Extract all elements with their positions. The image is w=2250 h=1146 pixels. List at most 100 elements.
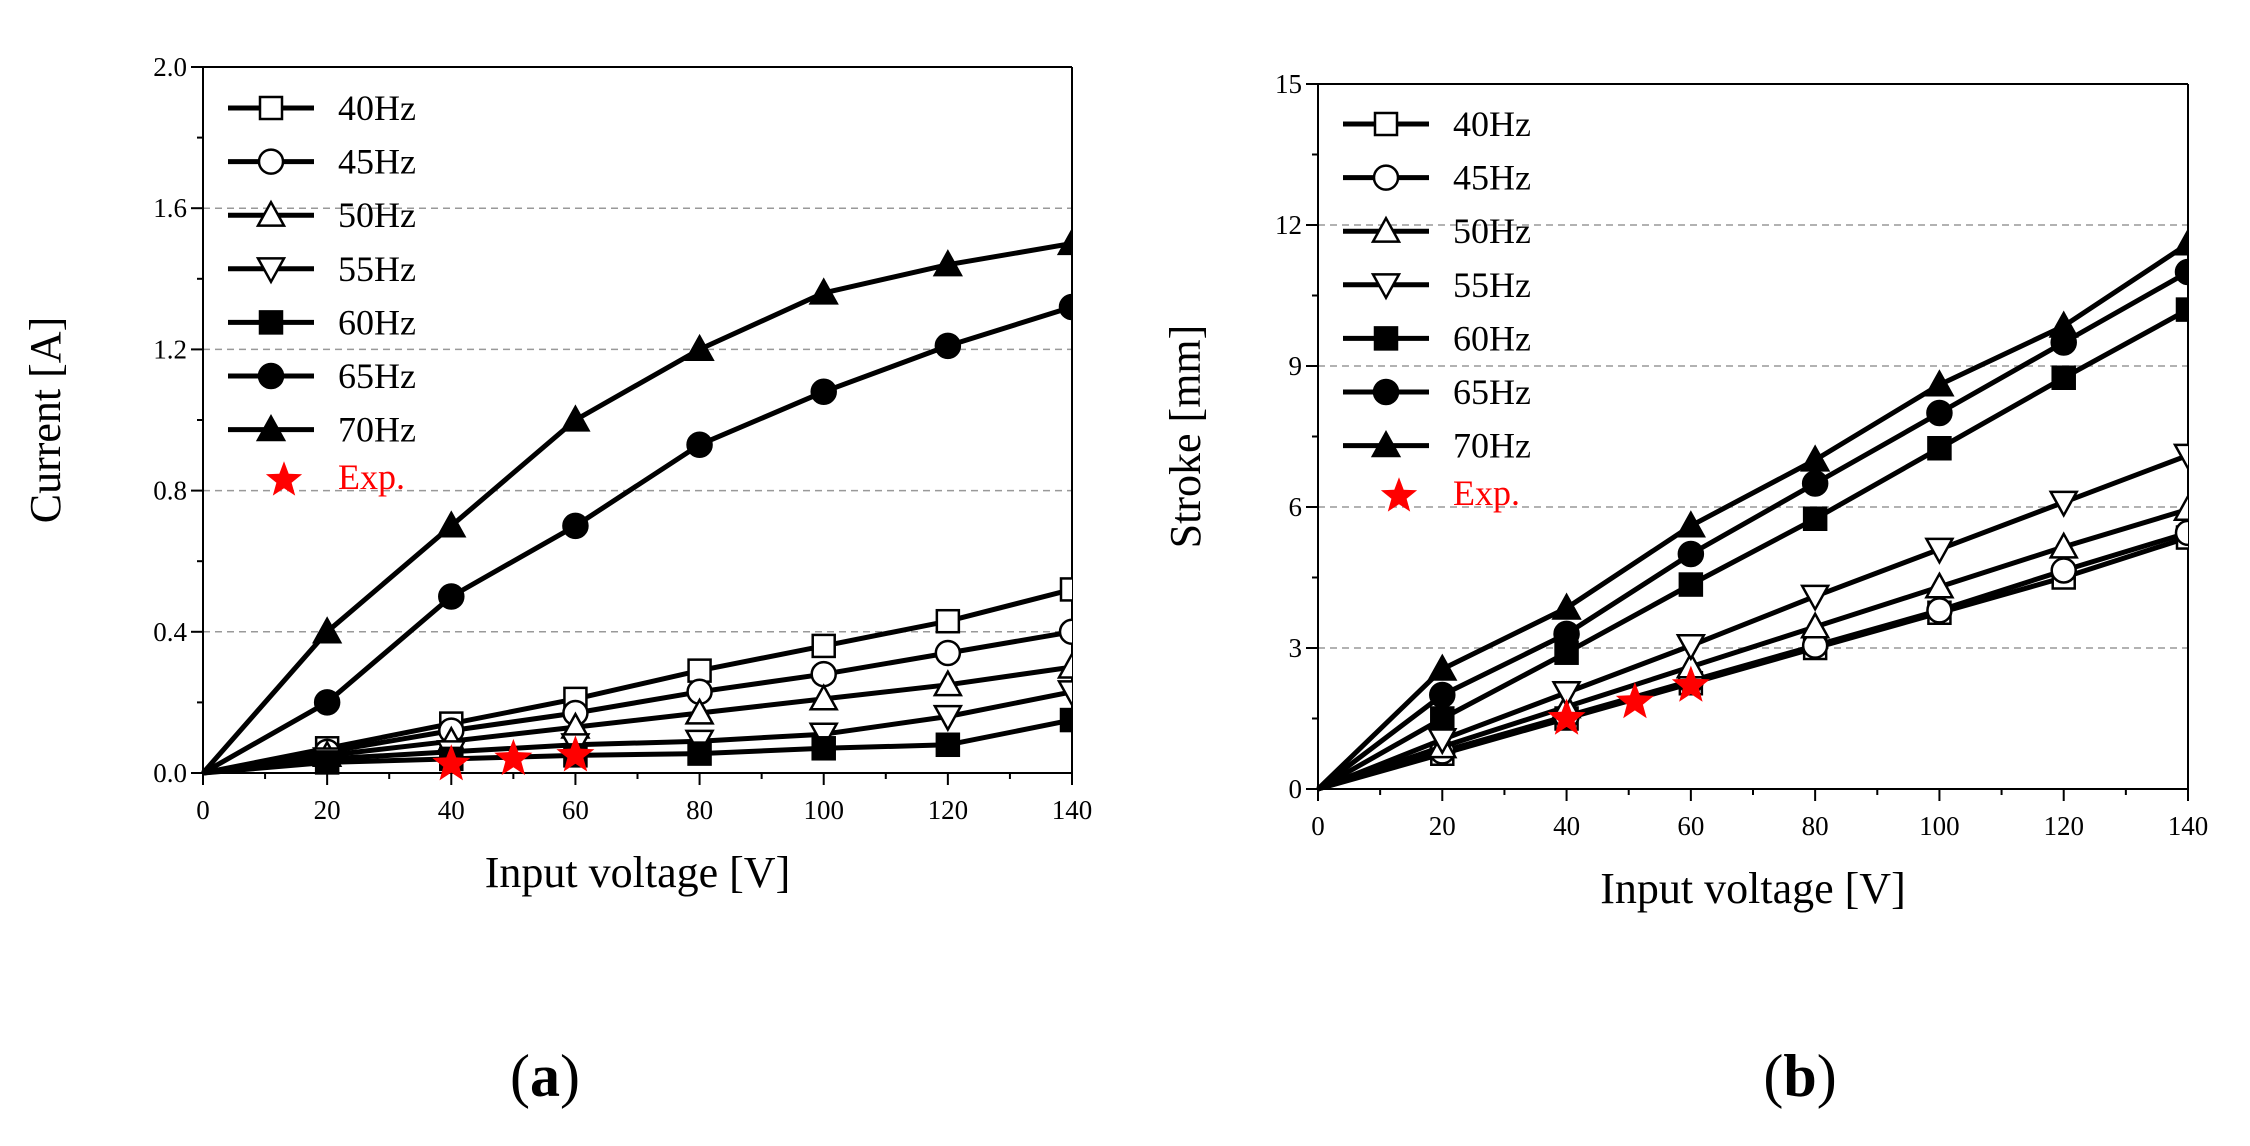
data-point: [1927, 436, 1952, 461]
data-point: [560, 404, 591, 432]
exp-star-point: [494, 738, 533, 776]
x-axis-label: Input voltage [V]: [1600, 864, 1905, 913]
data-point: [686, 431, 713, 458]
x-tick-label: 80: [686, 795, 713, 825]
y-tick-label: 12: [1275, 210, 1302, 240]
y-tick-label: 6: [1289, 492, 1303, 522]
legend-marker: [1370, 430, 1402, 458]
data-point: [932, 249, 963, 277]
series-line: [202, 689, 1072, 776]
legend-item-60hz: 60Hz: [1343, 318, 1531, 358]
data-point: [1924, 537, 1955, 565]
data-point: [808, 277, 839, 305]
data-point: [1430, 706, 1455, 731]
legend-item-45hz: 45Hz: [1343, 158, 1531, 198]
series-70hz: [1316, 228, 2188, 791]
series-line: [1317, 530, 2188, 792]
panel-a-letter: a: [530, 1043, 560, 1109]
data-point: [808, 722, 839, 750]
series-line: [202, 717, 1072, 776]
data-point: [1924, 369, 1955, 397]
chart-b-stroke: 0 20 40 60 80 100 120 140 0 3 6 9 12 15 Input voltage …: [1161, 69, 2208, 913]
data-point: [1056, 651, 1072, 679]
panel-label-b: (b): [1763, 1043, 1836, 1109]
data-point: [438, 583, 465, 610]
x-axis-label: Input voltage [V]: [485, 848, 790, 897]
legend-item-65hz: 65Hz: [1343, 372, 1531, 412]
data-point: [2172, 493, 2188, 521]
legend-marker: [258, 95, 284, 121]
x-tick-label: 120: [2043, 811, 2084, 841]
x-tick-label: 140: [2168, 811, 2209, 841]
legend-label: 55Hz: [1453, 265, 1531, 305]
series-line: [1316, 307, 2188, 792]
panel-label-a: (a): [510, 1043, 580, 1109]
data-point: [2174, 519, 2188, 547]
plot-area: [201, 227, 1072, 781]
legend-label: 40Hz: [338, 88, 416, 128]
y-tick-label: 9: [1289, 351, 1303, 381]
data-point: [1800, 444, 1831, 472]
data-point: [810, 660, 837, 688]
data-point: [1926, 597, 1953, 624]
data-point: [1056, 680, 1072, 708]
data-point: [1924, 571, 1955, 599]
data-point: [2048, 310, 2079, 338]
y-axis-label: Current [A]: [21, 317, 70, 524]
data-point: [684, 333, 715, 362]
legend-item-40hz: 40Hz: [1343, 104, 1531, 144]
y-tick-label: 0.0: [153, 758, 187, 788]
series-line: [201, 241, 1072, 775]
data-point: [687, 741, 712, 766]
series-line: [1316, 269, 2188, 791]
x-tick-label: 0: [1311, 811, 1325, 841]
y-tick-label: 1.2: [153, 334, 187, 364]
y-tick-label: 15: [1275, 69, 1302, 99]
series-70hz: [201, 227, 1072, 775]
y-tick-label: 0: [1289, 774, 1303, 804]
x-tick-label: 40: [438, 795, 465, 825]
series-line: [202, 629, 1072, 776]
data-point: [934, 332, 962, 360]
legend-marker: [1372, 378, 1400, 406]
legend-marker: [255, 199, 287, 227]
data-point: [810, 378, 837, 406]
exp-star-point: [556, 735, 595, 772]
data-point: [436, 510, 467, 538]
legend-label-exp: Exp.: [1453, 473, 1520, 513]
data-point: [932, 669, 963, 697]
data-point: [1802, 506, 1828, 531]
legend-marker: [255, 414, 287, 442]
legend-item-50hz: 50Hz: [228, 195, 416, 235]
legend-label: 65Hz: [1453, 372, 1531, 412]
x-tick-label: 140: [1052, 795, 1093, 825]
data-point: [1678, 572, 1704, 597]
data-point: [932, 704, 963, 733]
legend-marker: [1370, 273, 1402, 301]
y-tick-label: 0.8: [153, 476, 187, 506]
data-point: [1059, 577, 1072, 602]
legend-item-exp: Exp.: [265, 457, 405, 497]
panel-b-letter: b: [1783, 1043, 1816, 1109]
legend-item-70hz: 70Hz: [1343, 426, 1531, 466]
series-65hz: [201, 293, 1072, 776]
x-tick-label: 0: [196, 795, 210, 825]
data-point: [1059, 707, 1072, 733]
data-point: [1058, 618, 1072, 646]
exp-star-point: [1615, 682, 1654, 719]
legend-marker: [258, 310, 284, 335]
series-line: [201, 304, 1072, 776]
data-point: [1675, 510, 1706, 538]
legend-label: 50Hz: [1453, 211, 1531, 251]
series-exp: [432, 735, 595, 781]
data-point: [1056, 227, 1072, 256]
legend-label: 65Hz: [338, 356, 416, 396]
exp-star-point: [1547, 698, 1586, 735]
y-tick-label: 2.0: [153, 52, 187, 82]
data-point: [1429, 681, 1456, 709]
legend-label: 55Hz: [338, 249, 416, 289]
data-point: [2048, 531, 2079, 559]
data-point: [2050, 557, 2077, 584]
legend-marker: [255, 257, 287, 285]
series-line: [1317, 507, 2188, 792]
